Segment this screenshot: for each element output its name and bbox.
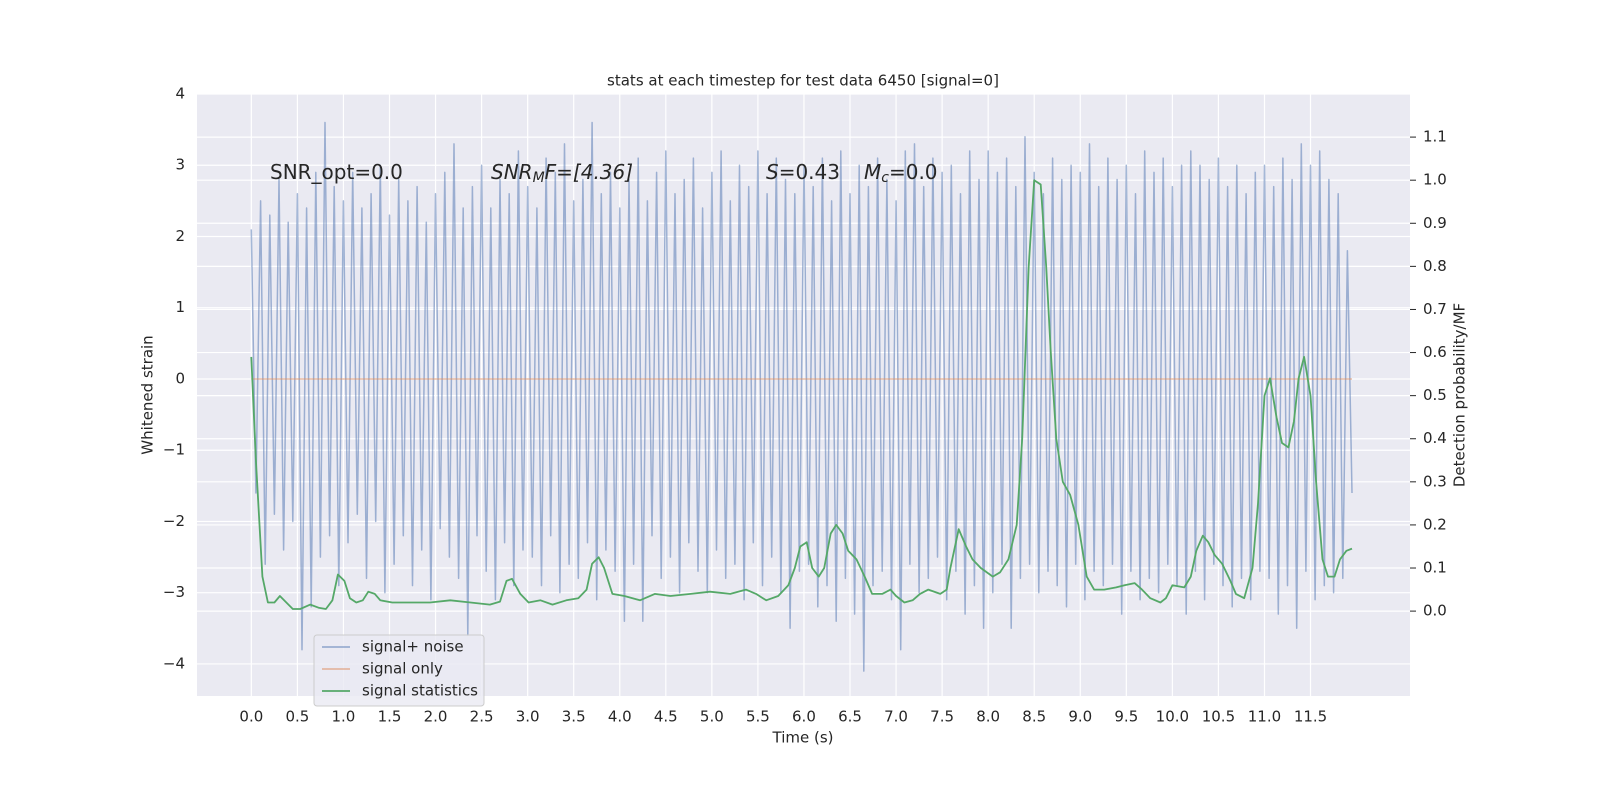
y2-tick-label: 0.3 — [1423, 472, 1447, 490]
x-tick-label: 3.0 — [516, 708, 540, 726]
x-tick-label: 8.0 — [976, 708, 1000, 726]
x-tick-label: 9.5 — [1114, 708, 1138, 726]
x-tick-label: 9.0 — [1068, 708, 1092, 726]
annotation: S=0.43 Mc=0.0 — [766, 160, 938, 187]
annotation-part: F=[4.36] — [545, 160, 633, 184]
x-tick-label: 7.5 — [930, 708, 954, 726]
annotation-part: SNR — [491, 160, 533, 184]
annotation-part: S — [766, 160, 779, 184]
x-tick-label: 11.0 — [1248, 708, 1281, 726]
y2-tick-label: 0.8 — [1423, 257, 1447, 275]
series-line — [250, 121, 1353, 672]
y-tick-label: −4 — [163, 654, 185, 672]
x-tick-label: 7.0 — [884, 708, 908, 726]
y2-tick-label: 1.0 — [1423, 171, 1447, 189]
x-tick-label: 3.5 — [562, 708, 586, 726]
legend: signal+ noise signal only signal statistic… — [313, 634, 485, 707]
x-tick-label: 1.0 — [332, 708, 356, 726]
series-line — [250, 179, 1353, 610]
y-tick-label: 4 — [175, 85, 185, 103]
x-tick-label: 10.5 — [1202, 708, 1235, 726]
x-tick-label: 8.5 — [1022, 708, 1046, 726]
x-tick-label: 4.0 — [608, 708, 632, 726]
annotation-part: =0.43 — [779, 160, 840, 184]
x-tick-label: 5.0 — [700, 708, 724, 726]
y-tick-label: −2 — [163, 512, 185, 530]
annotation-part: M — [864, 160, 881, 184]
annotation-part: =0.0 — [889, 160, 938, 184]
y-tick-label: 0 — [175, 369, 185, 387]
x-tick-label: 2.0 — [424, 708, 448, 726]
y2-tick-label: 0.2 — [1423, 515, 1447, 533]
y2-tick-label: 0.9 — [1423, 214, 1447, 232]
x-tick-label: 2.5 — [470, 708, 494, 726]
y2-tick-label: 0.1 — [1423, 559, 1447, 577]
x-axis-label: Time (s) — [772, 729, 834, 747]
chart-title: stats at each timestep for test data 645… — [607, 72, 999, 90]
x-tick-label: 1.5 — [378, 708, 402, 726]
x-tick-label: 6.5 — [838, 708, 862, 726]
y-tick-label: 3 — [175, 156, 185, 174]
x-tick-label: 10.0 — [1156, 708, 1189, 726]
y2-tick-label: 0.4 — [1423, 429, 1447, 447]
y-tick-label: 2 — [175, 227, 185, 245]
y2-tick-label: 1.1 — [1423, 128, 1447, 146]
y-tick-label: −1 — [163, 441, 185, 459]
annotation-part: c — [881, 170, 889, 186]
y2-tick-label: 0.0 — [1423, 602, 1447, 620]
legend-label: signal only — [362, 660, 443, 678]
x-tick-label: 4.5 — [654, 708, 678, 726]
y2-tick-label: 0.6 — [1423, 343, 1447, 361]
y-tick-label: 1 — [175, 298, 185, 316]
y2-axis-label: Detection probability/MF — [1451, 303, 1469, 487]
legend-label: signal+ noise — [362, 638, 464, 656]
y2-tick-label: 0.7 — [1423, 300, 1447, 318]
y-axis-label: Whitened strain — [139, 335, 157, 454]
annotation: SNRMF=[4.36] — [491, 160, 633, 187]
x-tick-label: 5.5 — [746, 708, 770, 726]
annotation: SNR_opt=0.0 — [270, 160, 403, 184]
y2-tick-label: 0.5 — [1423, 386, 1447, 404]
legend-box — [313, 634, 485, 707]
legend-label: signal statistics — [362, 682, 478, 700]
annotation-part: SNR_opt=0.0 — [270, 160, 403, 184]
x-tick-label: 0.5 — [285, 708, 309, 726]
x-tick-label: 11.5 — [1294, 708, 1327, 726]
x-tick-label: 0.0 — [239, 708, 263, 726]
x-tick-label: 6.0 — [792, 708, 816, 726]
annotation-part: M — [533, 170, 545, 186]
y-tick-label: −3 — [163, 583, 185, 601]
